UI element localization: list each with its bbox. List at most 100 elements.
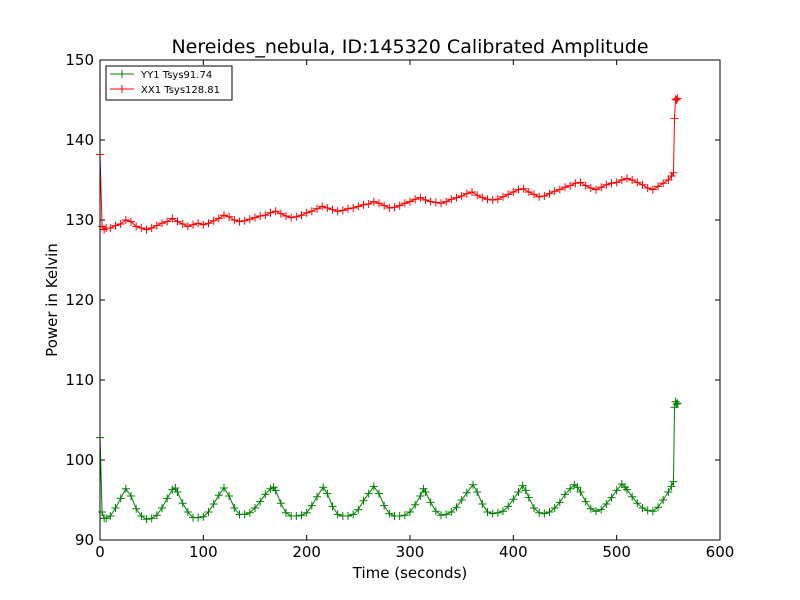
data-point (671, 95, 680, 104)
data-point (106, 224, 115, 232)
data-point (183, 508, 192, 516)
data-point (349, 204, 358, 212)
axis-ticks: 0 100 200 300 400 500 600 90 100 110 120 130 140 150 (65, 51, 734, 561)
data-point (297, 511, 306, 520)
data-point (204, 508, 213, 516)
data-point (673, 399, 682, 408)
data-point (163, 494, 172, 503)
data-point (100, 225, 109, 234)
data-point (142, 515, 151, 524)
data-point (442, 197, 451, 206)
data-point (659, 179, 668, 188)
data-point (416, 492, 425, 500)
x-tick-label: 500 (602, 543, 631, 561)
data-point (333, 207, 342, 216)
data-point (499, 192, 507, 201)
data-point (550, 187, 559, 196)
data-point (385, 204, 394, 212)
data-point (220, 484, 228, 492)
data-point (121, 216, 130, 224)
data-point (545, 189, 554, 198)
data-point (421, 196, 430, 204)
x-tick-label: 400 (499, 543, 528, 561)
legend: YY1 Tsys91.74 XX1 Tsys128.81 (105, 65, 233, 101)
data-point (545, 508, 554, 516)
legend-marker (118, 85, 126, 93)
data-point (240, 216, 249, 225)
data-point (152, 221, 161, 230)
data-point (667, 172, 676, 180)
data-point (493, 508, 502, 517)
data-point (251, 213, 259, 222)
data-point (504, 502, 513, 511)
data-point (602, 180, 611, 189)
data-point (266, 208, 275, 217)
data-point (452, 193, 461, 202)
data-point (132, 222, 141, 231)
data-point (251, 504, 259, 512)
data-point (648, 507, 657, 516)
series-2 (96, 94, 682, 234)
data-point (592, 507, 600, 516)
y-tick-label: 110 (65, 371, 94, 389)
series-line (99, 399, 678, 520)
data-point (338, 206, 347, 215)
data-point (225, 212, 234, 221)
legend-marker (118, 70, 126, 78)
data-point (199, 512, 208, 521)
data-point (426, 498, 435, 507)
data-point (106, 512, 115, 520)
data-point (380, 201, 389, 210)
data-point (214, 214, 223, 223)
data-point (328, 205, 337, 214)
data-point (457, 496, 466, 504)
data-point (411, 195, 420, 204)
data-point (168, 214, 177, 223)
data-point (457, 192, 466, 200)
data-point (648, 185, 657, 194)
data-point (406, 508, 414, 516)
data-point (473, 191, 482, 200)
data-point (225, 492, 234, 500)
data-point (158, 504, 166, 512)
data-point (573, 483, 582, 492)
data-point (400, 199, 409, 208)
data-point (178, 220, 187, 228)
data-point (261, 211, 270, 220)
data-point (354, 505, 363, 514)
data-point (540, 192, 549, 200)
y-tick-label: 140 (65, 131, 94, 149)
data-point (287, 213, 296, 222)
data-point (282, 508, 290, 517)
data-point (493, 195, 502, 204)
data-point (121, 484, 130, 493)
data-point (643, 184, 652, 192)
data-point (359, 496, 368, 505)
data-point (323, 489, 332, 498)
data-point (380, 501, 389, 510)
chart-title: Nereides_nebula, ID:145320 Calibrated Am… (171, 36, 648, 58)
data-point (555, 185, 564, 194)
data-point (669, 477, 678, 486)
data-point (189, 220, 197, 229)
data-point (586, 184, 595, 192)
data-point (561, 490, 569, 499)
legend-item: YY1 Tsys91.74 (110, 70, 212, 81)
data-point (473, 488, 482, 496)
x-tick-label: 0 (95, 543, 105, 561)
data-point (137, 512, 146, 520)
data-point (127, 492, 135, 500)
data-point (318, 202, 327, 211)
legend-label: YY1 Tsys91.74 (140, 70, 212, 81)
data-point (550, 504, 559, 512)
data-point (462, 189, 471, 198)
data-point (628, 176, 637, 184)
data-point (592, 185, 600, 194)
data-point (607, 179, 616, 188)
data-point (194, 219, 203, 228)
data-point (586, 504, 595, 513)
x-tick-label: 200 (292, 543, 321, 561)
data-point (612, 178, 621, 187)
data-point (173, 217, 182, 226)
data-point (400, 511, 409, 520)
